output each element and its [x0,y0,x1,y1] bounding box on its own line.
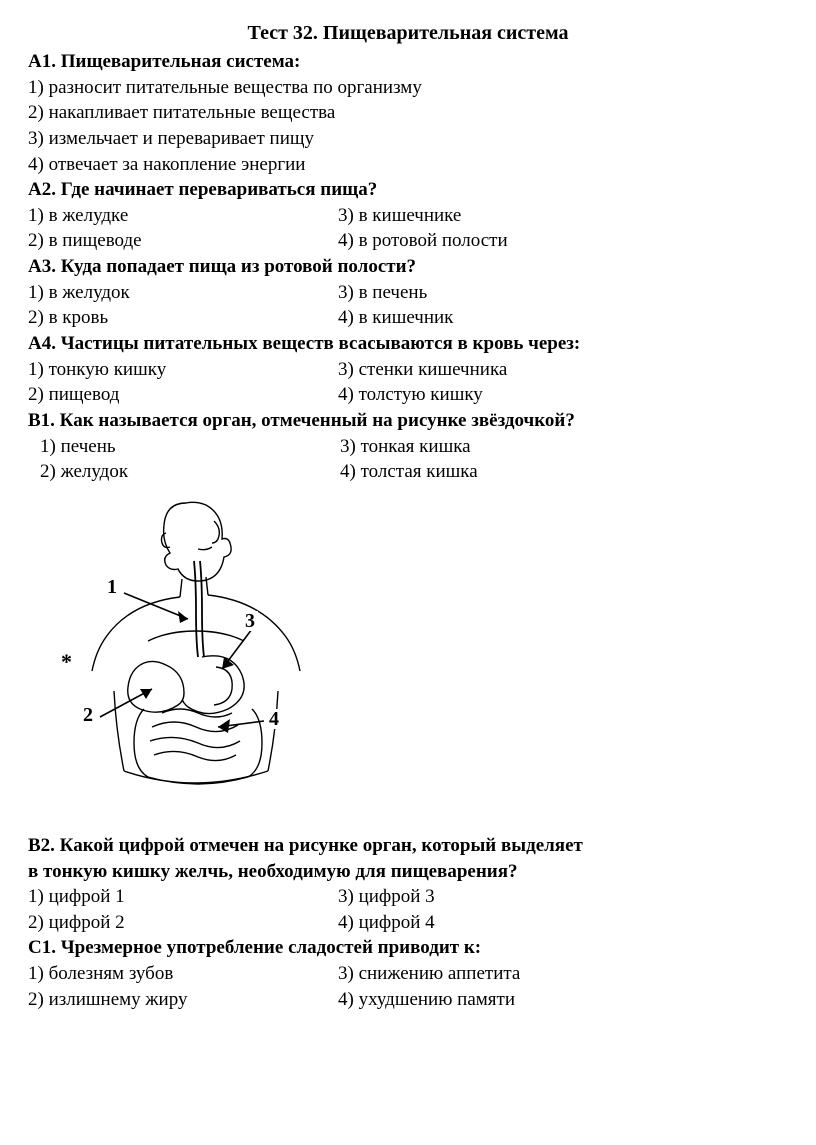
question-a4: А4. Частицы питательных веществ всасываю… [28,331,788,357]
test-title: Тест 32. Пищеварительная система [28,20,788,47]
a2-option-4: 4) в ротовой полости [338,228,788,254]
b1-option-2: 2) желудок [28,459,340,485]
digestive-system-svg [66,491,326,801]
diagram-label-3: 3 [242,611,258,631]
a4-option-1: 1) тонкую кишку [28,357,338,383]
c1-option-4: 4) ухудшению памяти [338,987,788,1013]
a3-option-4: 4) в кишечник [338,305,788,331]
c1-option-1: 1) болезням зубов [28,961,338,987]
c1-option-3: 3) снижению аппетита [338,961,788,987]
a2-option-1: 1) в желудке [28,203,338,229]
a3-option-2: 2) в кровь [28,305,338,331]
a1-option-3: 3) измельчает и переваривает пищу [28,126,788,152]
diagram-label-4: 4 [266,709,282,729]
diagram-label-star: * [58,651,75,673]
b1-option-3: 3) тонкая кишка [340,434,788,460]
b1-option-4: 4) толстая кишка [340,459,788,485]
a2-option-2: 2) в пищеводе [28,228,338,254]
question-a2: А2. Где начинает перевариваться пища? [28,177,788,203]
a3-option-3: 3) в печень [338,280,788,306]
question-b1: В1. Как называется орган, отмеченный на … [28,408,788,434]
a1-option-1: 1) разносит питательные вещества по орга… [28,75,788,101]
diagram-label-2: 2 [80,705,96,725]
question-b2-line1: В2. Какой цифрой отмечен на рисунке орга… [28,833,788,859]
c1-option-2: 2) излишнему жиру [28,987,338,1013]
question-a1: А1. Пищеварительная система: [28,49,788,75]
b1-option-1: 1) печень [28,434,340,460]
digestive-system-diagram: 1 3 * 2 4 [66,491,326,801]
b2-option-3: 3) цифрой 3 [338,884,788,910]
a4-option-3: 3) стенки кишечника [338,357,788,383]
diagram-label-1: 1 [104,577,120,597]
a4-option-2: 2) пищевод [28,382,338,408]
b2-option-1: 1) цифрой 1 [28,884,338,910]
question-c1: С1. Чрезмерное употребление сладостей пр… [28,935,788,961]
a1-option-4: 4) отвечает за накопление энергии [28,152,788,178]
b2-option-2: 2) цифрой 2 [28,910,338,936]
question-a3: А3. Куда попадает пища из ротовой полост… [28,254,788,280]
a3-option-1: 1) в желудок [28,280,338,306]
a1-option-2: 2) накапливает питательные вещества [28,100,788,126]
question-b2-line2: в тонкую кишку желчь, необходимую для пи… [28,859,788,885]
a2-option-3: 3) в кишечнике [338,203,788,229]
a4-option-4: 4) толстую кишку [338,382,788,408]
b2-option-4: 4) цифрой 4 [338,910,788,936]
